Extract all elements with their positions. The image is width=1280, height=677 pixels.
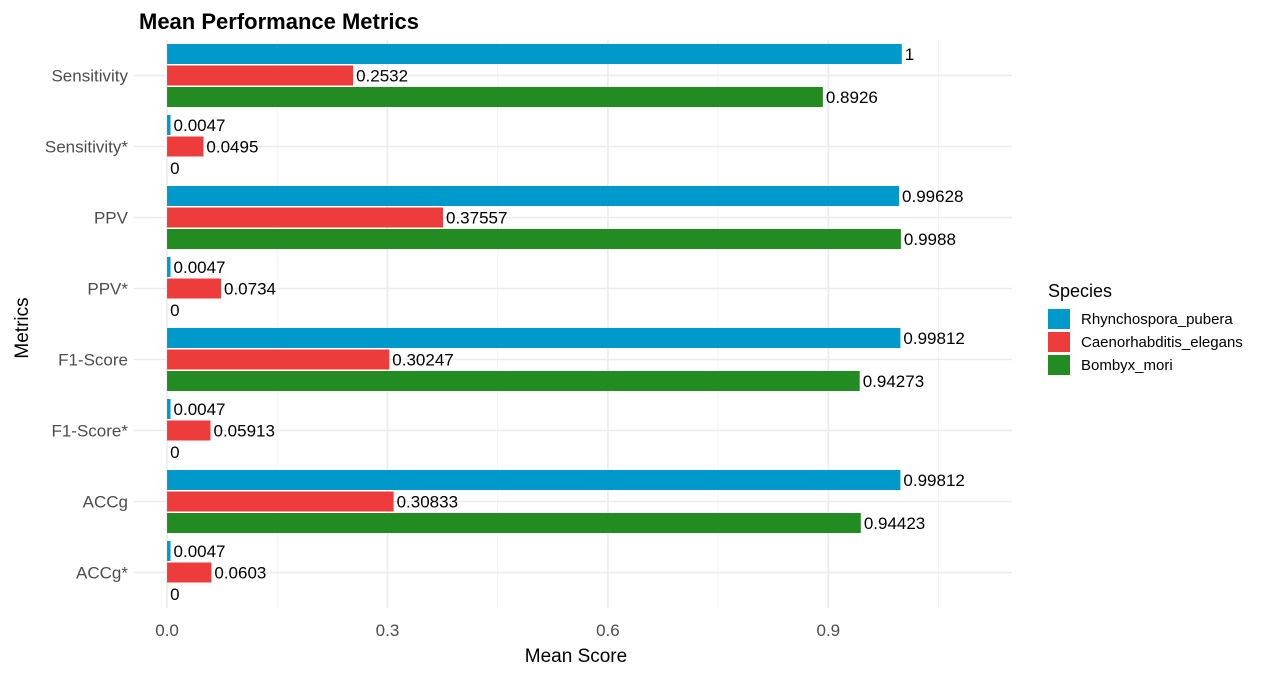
bar <box>167 257 171 277</box>
data-label: 0.30833 <box>397 493 458 512</box>
legend-key <box>1048 355 1070 375</box>
x-tick-label: 0.0 <box>155 621 179 640</box>
bar <box>167 207 444 228</box>
bar <box>167 278 221 299</box>
legend-label: Bombyx_mori <box>1081 357 1173 374</box>
data-label: 0.2532 <box>356 67 408 86</box>
y-tick-label: Sensitivity <box>51 67 128 86</box>
data-label: 0.0047 <box>174 400 226 419</box>
bar <box>167 186 900 206</box>
data-label: 0.0734 <box>224 280 276 299</box>
bar <box>167 541 171 561</box>
data-label: 0.0047 <box>174 542 226 561</box>
bar <box>167 44 902 64</box>
y-tick-label: ACCg <box>83 493 128 512</box>
data-label: 0.0047 <box>174 116 226 135</box>
data-label: 0 <box>170 443 179 462</box>
x-tick-label: 0.3 <box>376 621 400 640</box>
bar <box>167 349 390 370</box>
value-labels: 1 0.0047 0.99628 0.0047 0.99812 0.0047 0.99812… <box>170 45 965 604</box>
legend-key <box>1048 309 1070 329</box>
bars <box>167 44 902 583</box>
bar <box>167 420 211 441</box>
data-label: 1 <box>905 45 914 64</box>
y-axis-category-labels: Sensitivity Sensitivity* PPV PPV* F1-Score F1… <box>45 67 129 583</box>
y-tick-label: ACCg* <box>76 564 128 583</box>
bar <box>167 328 901 348</box>
data-label: 0.94273 <box>863 372 924 391</box>
data-label: 0.99628 <box>902 187 963 206</box>
y-tick-label: F1-Score <box>58 351 128 370</box>
legend-label: Caenorhabditis_elegans <box>1081 334 1243 351</box>
data-label: 0.30247 <box>392 351 453 370</box>
data-label: 0.9988 <box>904 230 956 249</box>
bar <box>167 399 171 419</box>
y-tick-label: PPV* <box>87 280 128 299</box>
data-label: 0.37557 <box>446 209 507 228</box>
y-axis-title: Metrics <box>12 297 33 358</box>
x-tick-label: 0.9 <box>816 621 840 640</box>
legend-label: Rhynchospora_pubera <box>1081 311 1233 328</box>
data-label: 0.99812 <box>903 471 964 490</box>
bar <box>167 87 823 107</box>
bar <box>167 229 901 249</box>
data-label: 0.0603 <box>214 564 266 583</box>
data-label: 0.94423 <box>864 514 925 533</box>
data-label: 0.0047 <box>174 258 226 277</box>
y-tick-label: Sensitivity* <box>45 138 129 157</box>
bar <box>167 470 901 490</box>
legend-title: Species <box>1048 281 1112 301</box>
data-label: 0.99812 <box>903 329 964 348</box>
chart-title: Mean Performance Metrics <box>139 9 419 34</box>
data-label: 0 <box>170 159 179 178</box>
y-tick-label: F1-Score* <box>51 422 128 441</box>
bar <box>167 562 212 583</box>
data-label: 0.05913 <box>214 422 275 441</box>
legend: Species Rhynchospora_pubera Caenorhabditi… <box>1048 281 1243 375</box>
bar <box>167 65 354 86</box>
bar <box>167 491 394 512</box>
data-label: 0.8926 <box>826 88 878 107</box>
x-axis-title: Mean Score <box>525 646 627 667</box>
data-label: 0.0495 <box>206 138 258 157</box>
y-tick-label: PPV <box>94 209 129 228</box>
data-label: 0 <box>170 301 179 320</box>
bar <box>167 115 171 135</box>
x-axis-tick-labels: 0.0 0.3 0.6 0.9 <box>155 621 840 640</box>
legend-key <box>1048 332 1070 352</box>
x-tick-label: 0.6 <box>596 621 620 640</box>
bar <box>167 513 861 533</box>
data-label: 0 <box>170 585 179 604</box>
bar <box>167 136 204 157</box>
bar <box>167 371 860 391</box>
